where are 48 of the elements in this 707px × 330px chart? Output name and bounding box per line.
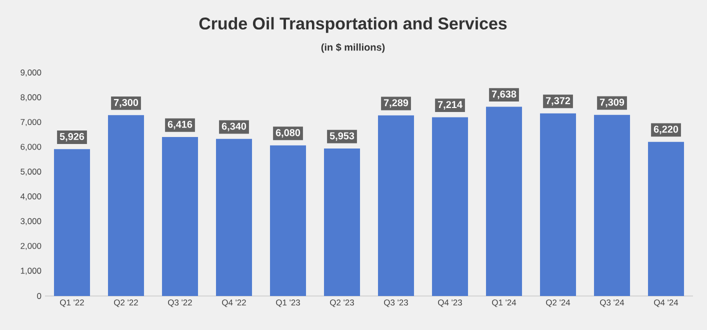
x-tick-label: Q3 '24 <box>600 300 624 308</box>
x-tick-label: Q3 '22 <box>168 300 192 308</box>
bar <box>216 138 252 296</box>
x-tick-label: Q4 '23 <box>438 300 462 308</box>
x-tick-label: Q1 '23 <box>276 300 300 308</box>
y-tick-label: 1,000 <box>20 268 42 275</box>
x-tick-label: Q4 '22 <box>222 300 246 308</box>
data-label: 6,220 <box>654 126 678 134</box>
y-tick-label: 4,000 <box>20 193 42 200</box>
bar <box>378 115 414 296</box>
x-tick-label: Q2 '23 <box>330 300 354 308</box>
bar <box>648 142 684 296</box>
bar <box>108 115 144 296</box>
bar <box>162 137 198 296</box>
data-label: 7,214 <box>438 101 462 110</box>
data-label: 5,926 <box>60 132 84 142</box>
data-label: 7,372 <box>546 97 570 106</box>
y-tick-label: 7,000 <box>20 119 42 126</box>
bar <box>324 148 360 296</box>
y-tick-label: 5,000 <box>20 168 42 176</box>
x-tick-label: Q2 '22 <box>114 300 138 308</box>
y-tick-label: 8,000 <box>20 94 42 102</box>
chart-subtitle: (in $ millions) <box>321 43 385 53</box>
bar <box>540 113 576 296</box>
chart-title: Crude Oil Transportation and Services <box>199 17 507 33</box>
x-tick-label: Q4 '24 <box>654 300 678 308</box>
data-label: 6,340 <box>222 122 246 132</box>
data-label: 5,953 <box>330 132 354 141</box>
bar <box>54 149 90 296</box>
bar <box>270 145 306 296</box>
x-tick-label: Q2 '24 <box>546 300 570 308</box>
y-tick-label: 0 <box>37 293 42 299</box>
data-label: 6,416 <box>168 120 192 130</box>
bar <box>486 106 522 296</box>
data-label: 7,300 <box>114 98 138 108</box>
y-tick-label: 9,000 <box>20 70 42 76</box>
y-tick-label: 3,000 <box>20 218 42 226</box>
data-label: 7,638 <box>492 90 516 100</box>
bar <box>594 114 630 296</box>
y-tick-label: 2,000 <box>20 242 42 250</box>
data-label: 7,289 <box>384 99 408 108</box>
bar <box>432 117 468 296</box>
data-label: 7,309 <box>600 98 624 108</box>
y-tick-label: 6,000 <box>20 144 42 151</box>
x-tick-label: Q3 '23 <box>384 300 408 308</box>
x-tick-label: Q1 '24 <box>492 300 516 308</box>
data-label: 6,080 <box>276 129 300 138</box>
x-tick-label: Q1 '22 <box>60 300 84 308</box>
